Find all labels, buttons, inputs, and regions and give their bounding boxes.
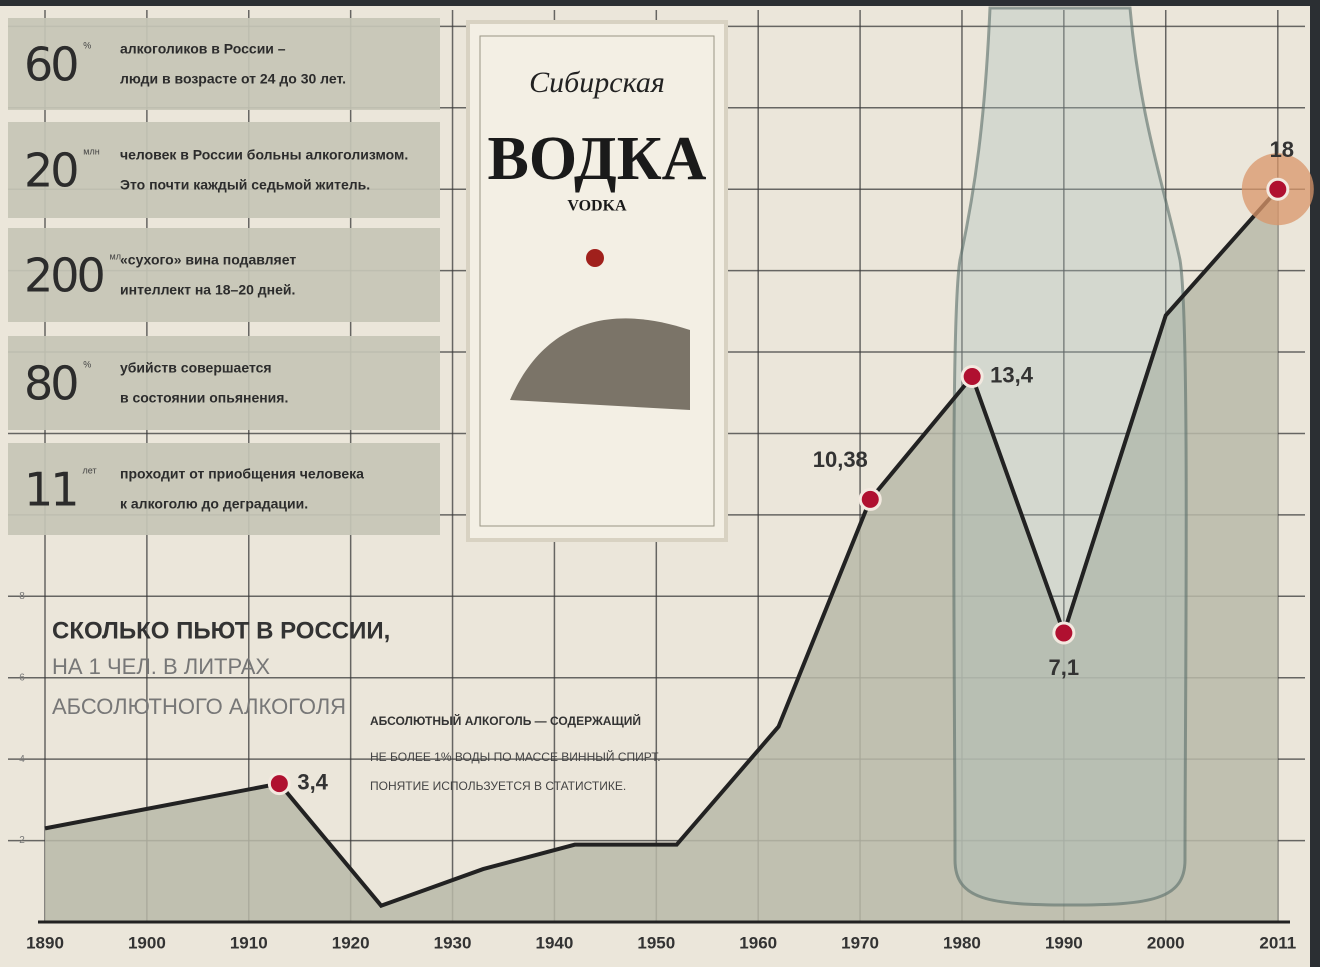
fact-text: к алкоголю до деградации. (120, 496, 308, 512)
fact-number: 60 (24, 38, 77, 92)
fact-number: 11 (24, 463, 77, 517)
label-latin: VODKA (567, 198, 627, 215)
fact-text: Это почти каждый седьмой житель. (120, 177, 370, 193)
chart-subtitle: АБСОЛЮТНОГО АЛКОГОЛЯ (52, 694, 346, 719)
x-tick-label: 1980 (943, 933, 981, 952)
value-label: 18 (1270, 137, 1294, 162)
fact-number: 80 (24, 357, 77, 411)
fact-text: алкоголиков в России – (120, 41, 286, 57)
facts: 60% алкоголиков в России – люди в возрасте… (8, 18, 440, 535)
point (1268, 179, 1288, 199)
fact-text: проходит от приобщения человека (120, 466, 364, 482)
x-tick-label: 1960 (739, 933, 777, 952)
point (269, 774, 289, 794)
x-tick-label: 1900 (128, 933, 166, 952)
y-tick-label: 2 (19, 835, 25, 846)
x-tick-label: 1920 (332, 933, 370, 952)
fact-unit: % (83, 359, 91, 369)
annotation: ПОНЯТИЕ ИСПОЛЬЗУЕТСЯ В СТАТИСТИКЕ. (370, 779, 626, 793)
x-tick-label: 1990 (1045, 933, 1083, 952)
x-tick-label: 1970 (841, 933, 879, 952)
fact-text: «сухого» вина подавляет (120, 252, 296, 268)
annotation: НЕ БОЛЕЕ 1% ВОДЫ ПО МАССЕ ВИННЫЙ СПИРТ. (370, 749, 661, 764)
bottle (954, 8, 1187, 905)
fact-number: 20 (24, 144, 77, 198)
annotation: АБСОЛЮТНЫЙ АЛКОГОЛЬ — СОДЕРЖАЩИЙ (370, 713, 641, 728)
point (860, 489, 880, 509)
fact-text: человек в России больны алкоголизмом. (120, 147, 408, 163)
y-tick-label: 4 (19, 754, 25, 765)
fact-unit: % (83, 40, 91, 50)
value-label: 10,38 (813, 447, 868, 472)
chart-subtitle: НА 1 ЧЕЛ. В ЛИТРАХ (52, 654, 270, 679)
x-tick-label: 1910 (230, 933, 268, 952)
x-tick-label: 1950 (637, 933, 675, 952)
fact-unit: лет (83, 465, 97, 475)
y-tick-label: 6 (19, 672, 25, 683)
fact-text: в состоянии опьянения. (120, 390, 288, 406)
fact-number: 200 (24, 249, 104, 303)
x-tick-label: 2000 (1147, 933, 1185, 952)
x-tick-label: 1890 (26, 933, 64, 952)
label-name: ВОДКА (488, 125, 707, 193)
chart-title: СКОЛЬКО ПЬЮТ В РОССИИ, (52, 617, 390, 644)
fact-unit: млн (83, 146, 99, 156)
x-tick-label: 1940 (536, 933, 574, 952)
vodka-label: Сибирская ВОДКА VODKA (468, 22, 726, 540)
chart: 2 4 6 8 1890 1900 1910 1920 1930 1940 1950 1960 197… (0, 0, 1320, 967)
value-label: 3,4 (297, 769, 328, 794)
x-tick-label: 1930 (434, 933, 472, 952)
fact-text: люди в возрасте от 24 до 30 лет. (120, 71, 346, 87)
fact-text: интеллект на 18–20 дней. (120, 282, 295, 298)
value-label: 7,1 (1049, 655, 1080, 680)
point (1054, 623, 1074, 643)
value-label: 13,4 (990, 362, 1034, 387)
label-brand: Сибирская (529, 66, 665, 99)
label-card (468, 22, 726, 540)
fact-text: убийств совершается (120, 360, 272, 376)
y-tick-label: 8 (19, 591, 25, 602)
label-seal (586, 249, 604, 267)
point (962, 366, 982, 386)
x-tick-label: 2011 (1259, 933, 1296, 952)
